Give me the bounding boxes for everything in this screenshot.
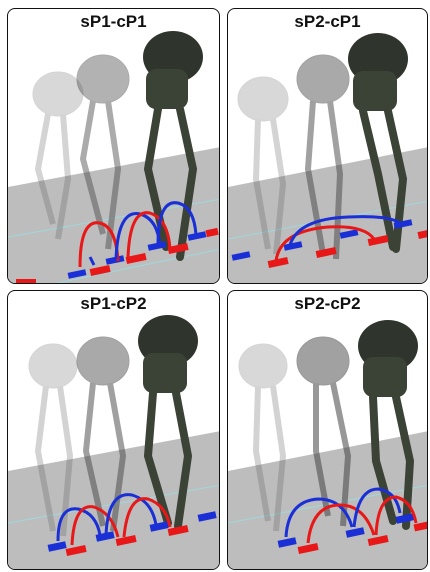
scene-sp2-cp1 xyxy=(228,33,427,283)
panel-title: sP1-cP1 xyxy=(80,12,147,31)
foot-targets xyxy=(16,227,219,283)
panel-title: sP1-cP2 xyxy=(80,294,147,313)
robot xyxy=(358,320,418,530)
swing-arcs xyxy=(78,201,198,268)
scene-sp1-cp2 xyxy=(8,315,219,569)
swing-arcs xyxy=(284,487,418,544)
robot xyxy=(138,315,198,530)
foot-targets xyxy=(231,219,427,268)
robot xyxy=(143,31,203,261)
scene-sp2-cp2 xyxy=(228,320,427,569)
panel-sp1-cp2: sP1-cP2 xyxy=(7,290,220,570)
panel-title: sP2-cP2 xyxy=(294,294,361,313)
foot-targets xyxy=(277,513,427,554)
panel-sp2-cp2: sP2-cP2 xyxy=(227,290,428,570)
foot-targets xyxy=(47,511,217,556)
panel-sp1-cp1: sP1-cP1 xyxy=(7,8,220,284)
swing-arcs xyxy=(56,493,172,546)
panel-sp2-cp1: sP2-cP1 xyxy=(227,8,428,284)
swing-arcs xyxy=(274,215,401,262)
panel-title: sP2-cP1 xyxy=(294,12,361,31)
robot xyxy=(348,33,408,253)
scene-sp1-cp1 xyxy=(8,31,219,283)
